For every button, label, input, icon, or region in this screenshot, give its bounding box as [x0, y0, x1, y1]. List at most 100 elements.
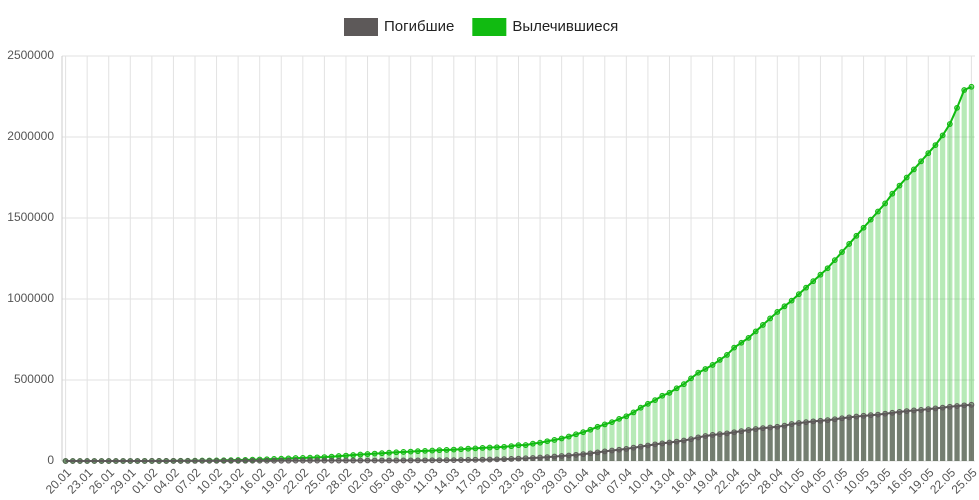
data-point: [206, 457, 213, 464]
data-point: [414, 448, 421, 455]
data-point: [364, 451, 371, 457]
data-point: [565, 452, 572, 459]
data-point: [379, 450, 385, 457]
data-point: [716, 357, 723, 363]
data-point: [831, 416, 838, 423]
bar: [803, 287, 809, 461]
data-point: [875, 411, 881, 418]
data-point: [616, 415, 623, 422]
bar: [681, 384, 687, 461]
data-point: [134, 458, 141, 464]
data-point: [896, 409, 903, 415]
data-point: [645, 400, 651, 407]
data-point: [839, 249, 845, 255]
bar: [609, 450, 615, 461]
data-point: [860, 224, 867, 231]
bar: [968, 404, 975, 461]
legend-text: Погибшие: [384, 18, 454, 35]
data-point: [407, 457, 414, 464]
data-point: [522, 442, 529, 448]
data-point: [422, 447, 428, 454]
data-point: [580, 451, 587, 458]
data-point: [760, 425, 766, 432]
data-point: [666, 439, 673, 446]
data-point: [781, 422, 788, 429]
data-point: [350, 452, 357, 458]
bar: [889, 193, 895, 461]
data-point: [429, 447, 436, 454]
bar: [573, 434, 579, 461]
bar: [911, 169, 917, 461]
legend-swatch: [344, 18, 378, 36]
data-point: [343, 452, 349, 459]
data-point: [386, 457, 392, 464]
data-point: [939, 132, 946, 139]
data-point: [623, 413, 630, 420]
bar: [587, 453, 593, 461]
bar: [652, 400, 658, 461]
bar: [868, 415, 874, 461]
data-point: [903, 174, 910, 181]
data-point: [709, 432, 716, 438]
data-point: [774, 423, 781, 430]
data-point: [249, 457, 256, 464]
data-point: [450, 457, 457, 464]
data-point: [817, 271, 824, 278]
data-point: [853, 413, 860, 420]
bar: [745, 337, 752, 461]
data-point: [594, 423, 601, 430]
data-point: [69, 458, 76, 464]
data-point: [515, 455, 522, 462]
data-point: [946, 121, 953, 127]
bar: [738, 342, 744, 461]
bar: [674, 441, 680, 461]
bar: [753, 331, 759, 461]
data-point: [767, 424, 774, 431]
data-point: [213, 457, 220, 464]
data-point: [637, 443, 644, 450]
data-point: [565, 433, 572, 440]
bar: [947, 124, 953, 461]
bar: [889, 412, 895, 461]
bar: [832, 419, 838, 461]
bar: [609, 422, 615, 461]
data-point: [307, 457, 313, 464]
data-point: [601, 421, 608, 428]
bar: [580, 432, 586, 461]
bar: [623, 448, 629, 461]
data-point: [170, 458, 177, 464]
y-tick-label: 1500000: [7, 210, 54, 224]
bar-series: [84, 86, 975, 462]
bar: [523, 445, 529, 461]
data-point: [285, 457, 292, 464]
data-point: [724, 430, 730, 437]
bar: [695, 437, 701, 461]
bar: [796, 423, 802, 461]
data-point: [551, 437, 558, 443]
data-point: [537, 439, 543, 446]
data-point: [839, 415, 845, 422]
data-point: [371, 450, 378, 457]
bar: [825, 420, 831, 461]
data-point: [630, 444, 637, 451]
bar: [551, 439, 558, 461]
bar: [781, 306, 788, 461]
data-point: [630, 409, 637, 416]
bar: [630, 412, 637, 461]
bar: [896, 185, 903, 461]
bar: [810, 421, 816, 461]
data-point: [910, 166, 917, 173]
data-point: [77, 458, 83, 464]
data-point: [494, 456, 500, 463]
data-point: [903, 408, 910, 414]
bar: [760, 428, 766, 461]
data-point: [537, 454, 543, 461]
bar: [839, 418, 845, 461]
bar: [918, 409, 924, 461]
data-point: [673, 438, 680, 445]
data-point: [731, 429, 738, 436]
bar: [731, 432, 737, 461]
data-point: [544, 454, 551, 460]
data-point: [494, 444, 500, 451]
data-point: [184, 458, 191, 464]
